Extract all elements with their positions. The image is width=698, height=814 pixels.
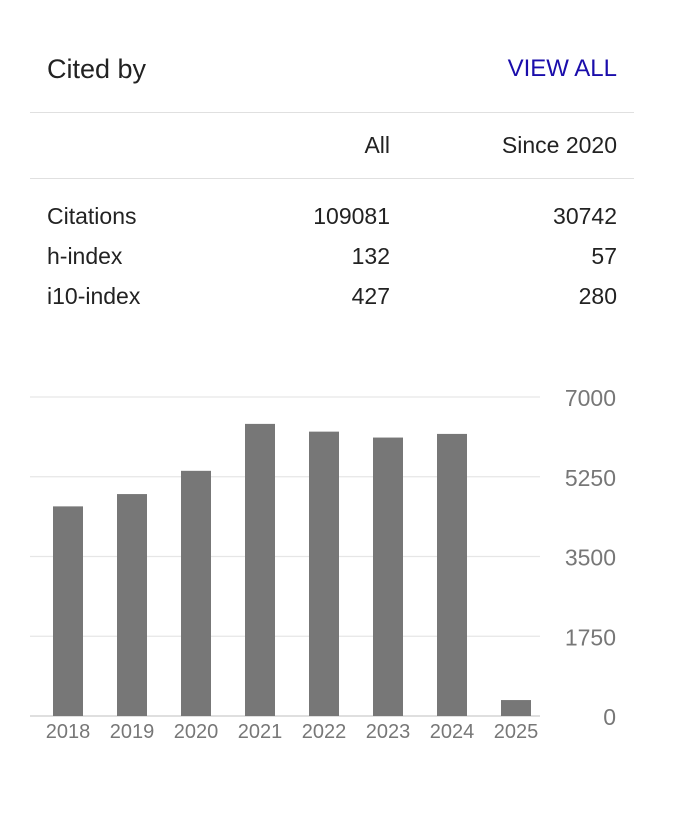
panel-title: Cited by: [47, 54, 147, 84]
bar-2020[interactable]: [181, 470, 211, 716]
value-since: 30742: [553, 203, 617, 229]
stats-row-h-index: h-index 132 57: [30, 236, 634, 276]
x-tick-label-2022: 2022: [302, 721, 347, 743]
chart-svg: 0 1750 3500 5250 7000 2018 2019 2020 2021 2022 202…: [30, 385, 616, 743]
bar-2019[interactable]: [117, 494, 147, 716]
x-tick-label-2023: 2023: [366, 721, 411, 743]
y-tick-label: 0: [603, 704, 616, 730]
stats-table: Citations 109081 30742 h-index 132 57 i1…: [30, 196, 634, 316]
x-tick-label-2024: 2024: [430, 721, 475, 743]
stats-table-header: All Since 2020: [30, 112, 634, 179]
row-label: Citations: [47, 203, 137, 229]
stats-row-i10-index: i10-index 427 280: [30, 276, 634, 316]
stats-row-citations: Citations 109081 30742: [30, 196, 634, 236]
row-label: h-index: [47, 243, 123, 269]
cited-by-header: Cited by VIEW ALL: [30, 0, 634, 113]
bar-2022[interactable]: [309, 431, 339, 716]
value-since: 280: [578, 283, 617, 309]
column-header-all: All: [364, 132, 390, 158]
y-tick-label: 7000: [565, 385, 616, 411]
value-since: 57: [591, 243, 617, 269]
bar-2021[interactable]: [245, 423, 275, 716]
x-tick-label-2021: 2021: [238, 721, 283, 743]
y-tick-label: 3500: [565, 545, 616, 571]
bar-2024[interactable]: [437, 433, 467, 716]
x-tick-label-2019: 2019: [110, 721, 155, 743]
bar-2023[interactable]: [373, 437, 403, 716]
citations-per-year-chart: 0 1750 3500 5250 7000 2018 2019 2020 2021 2022 202…: [0, 370, 698, 760]
bar-2025[interactable]: [501, 700, 531, 716]
value-all: 109081: [313, 203, 390, 229]
bar-2018[interactable]: [53, 506, 83, 716]
row-label: i10-index: [47, 283, 141, 309]
x-tick-label-2020: 2020: [174, 721, 219, 743]
x-tick-label-2025: 2025: [494, 721, 539, 743]
value-all: 132: [351, 243, 390, 269]
value-all: 427: [351, 283, 390, 309]
view-all-link[interactable]: VIEW ALL: [507, 55, 617, 82]
x-tick-label-2018: 2018: [46, 721, 91, 743]
y-tick-label: 1750: [565, 624, 616, 650]
y-tick-label: 5250: [565, 465, 616, 491]
column-header-since: Since 2020: [501, 132, 617, 158]
